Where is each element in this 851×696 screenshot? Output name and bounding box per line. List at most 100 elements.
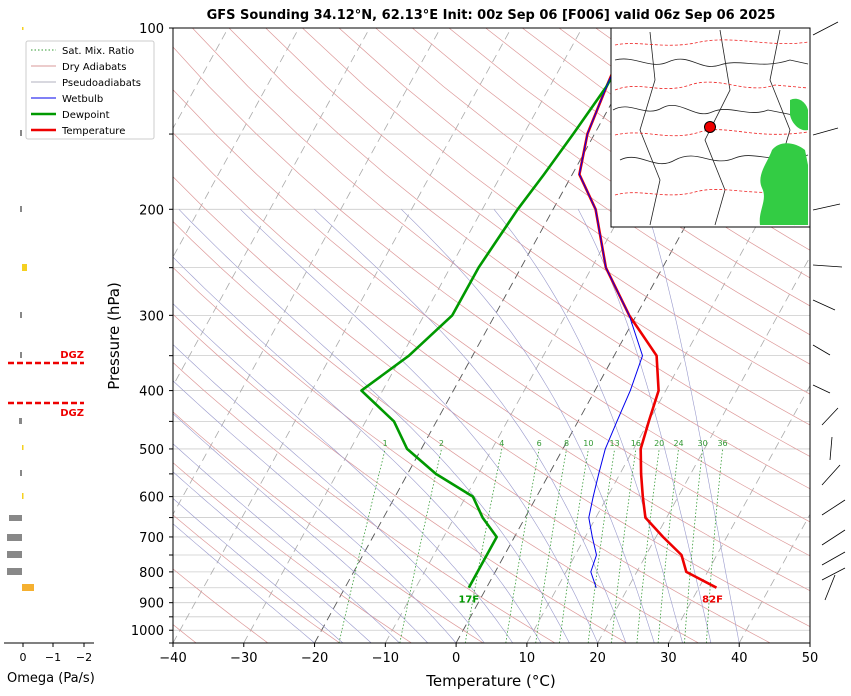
omega-bar xyxy=(9,515,22,521)
map-precip-area xyxy=(759,143,808,225)
dry-adiabat xyxy=(228,28,810,457)
dry-adiabat xyxy=(173,267,699,643)
pseudoadiabat xyxy=(173,413,429,643)
y-tick-label: 400 xyxy=(139,385,164,400)
x-tick-label: −40 xyxy=(159,651,186,666)
x-tick-label: 50 xyxy=(802,651,819,666)
mixing-ratio-label: 2 xyxy=(439,439,444,448)
y-tick-label: 1000 xyxy=(131,624,164,639)
pseudoadiabat xyxy=(314,209,627,643)
surface-dewpoint-label: 17F xyxy=(458,595,479,606)
surface-temperature-label: 82F xyxy=(702,595,723,606)
y-tick-label: 600 xyxy=(139,491,164,506)
omega-bar xyxy=(20,130,22,136)
dry-adiabat xyxy=(173,313,627,643)
wind-barb xyxy=(812,127,839,136)
dry-adiabat xyxy=(448,28,810,279)
omega-bar xyxy=(20,470,22,476)
legend-label-temperature: Temperature xyxy=(61,126,125,137)
x-tick-label: −20 xyxy=(301,651,328,666)
legend: Sat. Mix. Ratio Dry Adiabats Pseudoadiab… xyxy=(25,40,155,140)
omega-bar xyxy=(20,312,22,318)
mixing-ratio-line xyxy=(611,448,637,643)
legend-label-dewpoint: Dewpoint xyxy=(62,110,110,121)
dgz-top-label: DGZ xyxy=(60,350,84,361)
wind-barb xyxy=(829,436,833,461)
dry-adiabat xyxy=(173,46,810,523)
chart-title: GFS Sounding 34.12°N, 62.13°E Init: 00z … xyxy=(207,8,776,23)
pseudoadiabat xyxy=(173,443,400,643)
mixing-ratio-label: 20 xyxy=(654,439,664,448)
wind-barb xyxy=(821,464,841,486)
y-tick-label: 800 xyxy=(139,566,164,581)
omega-bar xyxy=(22,584,34,591)
dry-adiabat xyxy=(375,28,810,336)
map-border xyxy=(619,154,809,165)
y-axis: 100 200 300 400 500 600 700 800 900 1000 xyxy=(131,22,173,644)
legend-label-dry: Dry Adiabats xyxy=(62,62,126,73)
mixing-ratio-label: 1 xyxy=(383,439,388,448)
mixing-ratio-line xyxy=(464,448,503,643)
dry-adiabat xyxy=(173,514,340,643)
series-dewpoint-line xyxy=(360,28,640,589)
y-tick-label: 500 xyxy=(139,443,164,458)
x-tick-label: 40 xyxy=(731,651,748,666)
omega-bar xyxy=(20,352,22,358)
dry-adiabat xyxy=(173,176,810,627)
dry-adiabat xyxy=(302,28,810,395)
wind-barb xyxy=(821,551,846,566)
map-isobar xyxy=(614,39,809,46)
wind-barb xyxy=(821,567,846,581)
mixing-ratio-label: 6 xyxy=(537,439,542,448)
mixing-ratio-line xyxy=(684,448,703,643)
mixing-ratio-line xyxy=(535,448,567,643)
pseudoadiabat xyxy=(577,209,712,643)
legend-label-pseudo: Pseudoadiabats xyxy=(62,78,141,89)
mixing-ratio-label: 4 xyxy=(499,439,504,448)
mixing-ratio-line xyxy=(399,448,442,643)
legend-label-mixratio: Sat. Mix. Ratio xyxy=(62,46,134,57)
mixing-ratio-label: 13 xyxy=(610,439,620,448)
dry-adiabat xyxy=(173,89,810,557)
wind-barb xyxy=(812,384,831,394)
inset-map xyxy=(610,27,811,228)
dry-adiabat xyxy=(173,362,556,643)
x-tick-label: −10 xyxy=(372,651,399,666)
mixing-ratio-label: 24 xyxy=(673,439,683,448)
x-axis-label: Temperature (°C) xyxy=(425,672,555,690)
pseudoadiabat xyxy=(173,497,344,643)
pseudoadiabat xyxy=(173,256,542,643)
mixing-ratio-line xyxy=(706,448,723,643)
mixing-ratio-label: 36 xyxy=(717,439,727,448)
pseudoadiabat xyxy=(240,209,598,643)
dry-adiabat xyxy=(173,411,484,643)
omega-bar xyxy=(22,445,24,450)
pseudoadiabat xyxy=(178,209,570,643)
wind-barb xyxy=(812,344,831,356)
y-tick-label: 100 xyxy=(139,22,164,37)
x-tick-label: −30 xyxy=(230,651,257,666)
isotherm xyxy=(243,28,583,643)
omega-bar xyxy=(7,534,22,541)
wind-barb xyxy=(812,203,841,211)
mixing-ratio-line xyxy=(657,448,679,643)
omega-tick-label-0: 0 xyxy=(20,651,27,664)
pseudoadiabat xyxy=(173,380,457,643)
x-tick-label: 30 xyxy=(660,651,677,666)
dgz-bottom-label: DGZ xyxy=(60,408,84,419)
map-border xyxy=(614,58,809,67)
wind-barbs xyxy=(812,21,846,601)
isotherm xyxy=(0,28,16,643)
omega-axis-label: Omega (Pa/s) xyxy=(7,671,95,686)
map-isobar xyxy=(614,81,809,91)
omega-bar xyxy=(7,551,22,558)
dry-adiabat xyxy=(173,568,269,643)
omega-bar xyxy=(22,27,24,30)
wind-barb xyxy=(812,264,843,268)
dry-adiabat xyxy=(192,28,810,490)
y-tick-label: 900 xyxy=(139,597,164,612)
dry-adiabat xyxy=(173,462,412,643)
